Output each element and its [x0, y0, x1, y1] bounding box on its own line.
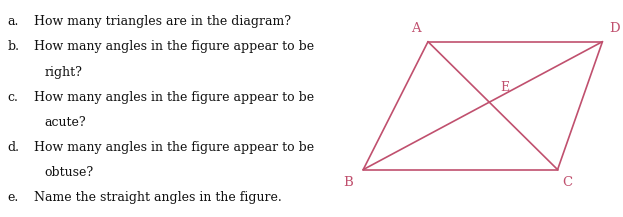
- Text: acute?: acute?: [45, 116, 87, 129]
- Text: How many angles in the figure appear to be: How many angles in the figure appear to …: [34, 91, 315, 104]
- Text: obtuse?: obtuse?: [45, 166, 94, 179]
- Text: How many angles in the figure appear to be: How many angles in the figure appear to …: [34, 141, 315, 154]
- Text: E: E: [501, 81, 510, 94]
- Text: How many angles in the figure appear to be: How many angles in the figure appear to …: [34, 40, 315, 53]
- Text: How many triangles are in the diagram?: How many triangles are in the diagram?: [34, 15, 292, 28]
- Text: e.: e.: [7, 191, 19, 204]
- Text: right?: right?: [45, 66, 83, 79]
- Text: d.: d.: [7, 141, 19, 154]
- Text: a.: a.: [7, 15, 19, 28]
- Text: A: A: [411, 22, 421, 35]
- Text: Name the straight angles in the figure.: Name the straight angles in the figure.: [34, 191, 282, 204]
- Text: D: D: [609, 22, 621, 35]
- Text: c.: c.: [7, 91, 18, 104]
- Text: B: B: [343, 176, 353, 189]
- Text: C: C: [563, 176, 573, 189]
- Text: b.: b.: [7, 40, 19, 53]
